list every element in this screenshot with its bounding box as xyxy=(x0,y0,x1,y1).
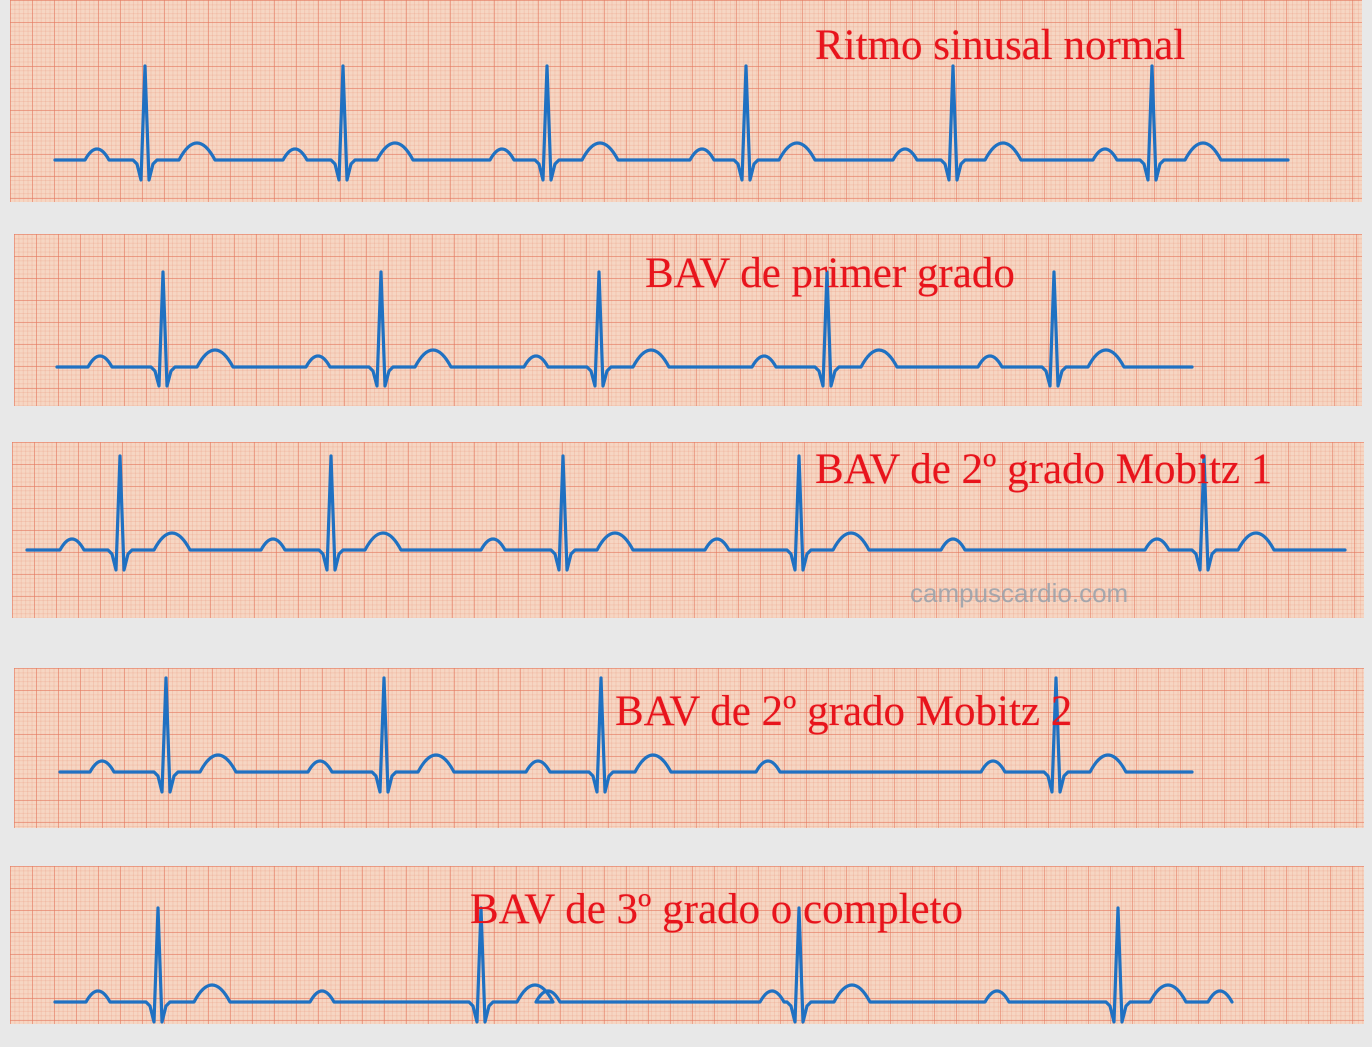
ecg-strip-bav3 xyxy=(10,866,1364,1024)
ecg-strip-sinus xyxy=(10,0,1362,202)
strip-title-bav3: BAV de 3º grado o completo xyxy=(470,886,964,933)
watermark-text: campuscardio.com xyxy=(910,578,1129,608)
strip-title-mobitz2: BAV de 2º grado Mobitz 2 xyxy=(615,688,1073,735)
ecg-trace-mobitz2 xyxy=(58,676,1194,794)
ecg-trace-bav3 xyxy=(53,906,1234,1024)
ecg-strip-bav1 xyxy=(14,234,1362,406)
ecg-trace-bav1 xyxy=(55,270,1194,388)
strip-title-bav1: BAV de primer grado xyxy=(645,250,1015,297)
ecg-strip-mobitz2 xyxy=(14,668,1364,828)
strip-title-mobitz1: BAV de 2º grado Mobitz 1 xyxy=(815,446,1273,493)
ecg-trace-sinus xyxy=(53,64,1290,182)
strip-title-sinus: Ritmo sinusal normal xyxy=(815,22,1186,69)
ecg-strip-mobitz1 xyxy=(12,442,1364,618)
ecg-trace-mobitz1 xyxy=(25,454,1347,572)
